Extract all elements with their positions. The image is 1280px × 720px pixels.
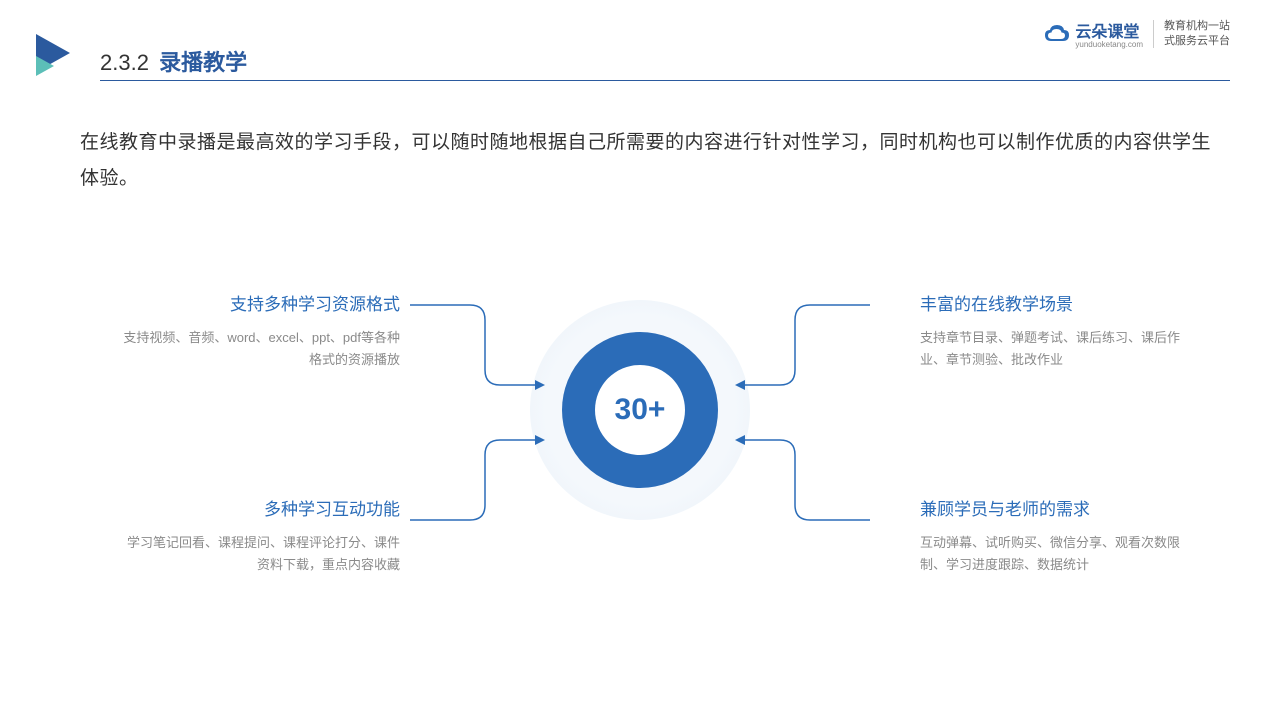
connector-bl <box>410 435 550 525</box>
title-text: 录播教学 <box>159 50 247 75</box>
brand-logo: 云朵课堂 yunduoketang.com <box>1043 18 1143 49</box>
brand-tagline: 教育机构一站 式服务云平台 <box>1164 19 1230 48</box>
feature-title: 兼顾学员与老师的需求 <box>920 495 1200 520</box>
feature-desc: 互动弹幕、试听购买、微信分享、观看次数限制、学习进度跟踪、数据统计 <box>920 532 1200 576</box>
feature-bottom-right: 兼顾学员与老师的需求 互动弹幕、试听购买、微信分享、观看次数限制、学习进度跟踪、… <box>920 495 1200 576</box>
slide-title: 2.3.2 录播教学 <box>100 45 247 77</box>
feature-desc: 支持视频、音频、word、excel、ppt、pdf等各种格式的资源播放 <box>120 327 400 371</box>
ring-inner: 30+ <box>595 365 685 455</box>
play-icon <box>30 30 76 81</box>
feature-bottom-left: 多种学习互动功能 学习笔记回看、课程提问、课程评论打分、课件资料下载，重点内容收… <box>120 495 400 576</box>
connector-br <box>730 435 870 525</box>
feature-title: 丰富的在线教学场景 <box>920 290 1200 315</box>
feature-title: 多种学习互动功能 <box>120 495 400 520</box>
feature-top-left: 支持多种学习资源格式 支持视频、音频、word、excel、ppt、pdf等各种… <box>120 290 400 371</box>
feature-top-right: 丰富的在线教学场景 支持章节目录、弹题考试、课后练习、课后作业、章节测验、批改作… <box>920 290 1200 371</box>
brand-name: 云朵课堂 <box>1075 18 1143 42</box>
feature-desc: 学习笔记回看、课程提问、课程评论打分、课件资料下载，重点内容收藏 <box>120 532 400 576</box>
brand-domain: yunduoketang.com <box>1075 40 1143 49</box>
connector-tl <box>410 300 550 390</box>
connector-tr <box>730 300 870 390</box>
feature-desc: 支持章节目录、弹题考试、课后练习、课后作业、章节测验、批改作业 <box>920 327 1200 371</box>
title-underline <box>100 80 1230 81</box>
center-value: 30+ <box>615 393 666 427</box>
section-number: 2.3.2 <box>100 50 149 75</box>
logo-area: 云朵课堂 yunduoketang.com 教育机构一站 式服务云平台 <box>1043 18 1230 49</box>
intro-text: 在线教育中录播是最高效的学习手段，可以随时随地根据自己所需要的内容进行针对性学习… <box>80 125 1220 197</box>
cloud-icon <box>1043 23 1071 45</box>
logo-divider <box>1153 20 1154 48</box>
center-badge: 30+ <box>530 300 750 520</box>
feature-title: 支持多种学习资源格式 <box>120 290 400 315</box>
